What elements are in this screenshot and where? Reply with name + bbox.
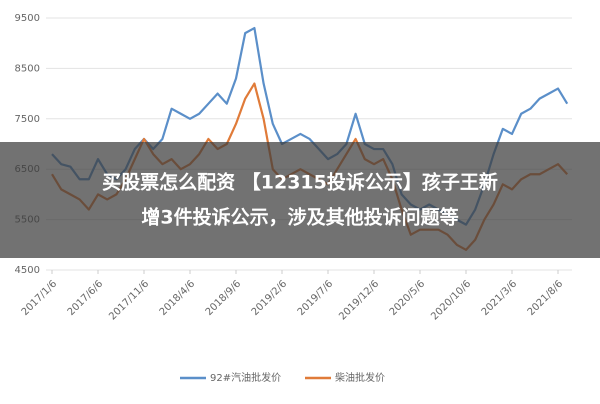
overlay-band <box>0 142 600 258</box>
overlay-line: 买股票怎么配资 【12315投诉公示】孩子王新 <box>102 171 498 194</box>
overlay-line: 增3件投诉公示，涉及其他投诉问题等 <box>141 206 458 229</box>
y-tick-label: 8500 <box>15 63 40 74</box>
legend-label: 92#汽油批发价 <box>210 371 281 384</box>
y-tick-label: 9500 <box>15 13 40 24</box>
legend-label: 柴油批发价 <box>335 371 385 384</box>
y-tick-label: 7500 <box>15 114 40 125</box>
y-tick-label: 4500 <box>15 265 40 276</box>
